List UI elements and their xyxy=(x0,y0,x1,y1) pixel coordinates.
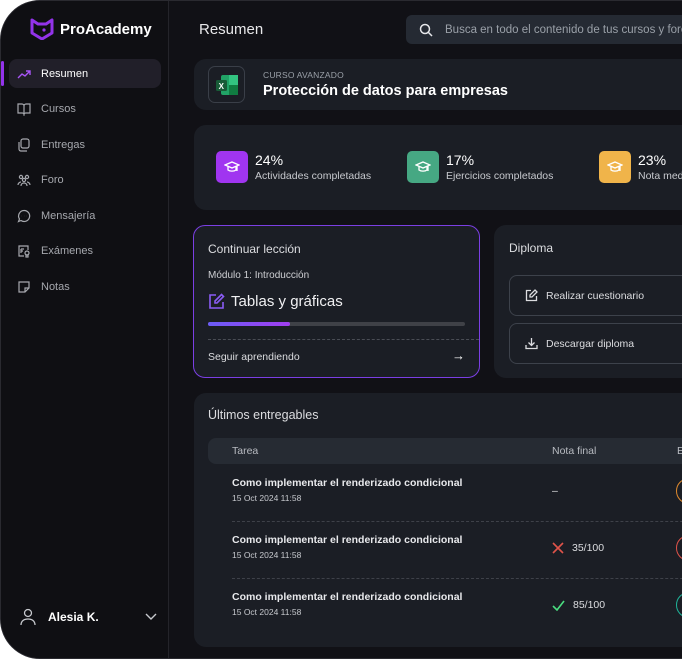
task-date: 15 Oct 2024 11:58 xyxy=(232,493,302,503)
status-badge xyxy=(676,592,682,618)
diploma-heading: Diploma xyxy=(509,241,554,255)
sidebar-item-label: Mensajería xyxy=(41,209,96,222)
sidebar-item-label: Exámenes xyxy=(41,245,93,257)
search-placeholder: Busca en todo el contenido de tus cursos… xyxy=(445,23,682,36)
trending-up-icon xyxy=(17,69,31,78)
logo-icon xyxy=(30,18,54,40)
lesson-heading: Continuar lección xyxy=(208,242,301,256)
course-kicker: CURSO AVANZADO xyxy=(263,70,344,80)
x-icon xyxy=(552,542,564,554)
sidebar-item-notas[interactable]: Notas xyxy=(9,272,161,301)
table-header: Tarea Nota final E xyxy=(208,438,682,464)
copy-icon xyxy=(18,137,30,152)
user-icon xyxy=(20,608,36,626)
lesson-progress-fill xyxy=(208,322,291,326)
task-name: Como implementar el renderizado condicio… xyxy=(232,534,463,546)
download-diploma-button[interactable]: Descargar diploma xyxy=(509,323,682,364)
sticky-note-icon xyxy=(18,280,30,293)
grade: 85/100 xyxy=(573,599,606,611)
check-icon xyxy=(552,600,565,611)
graduation-cap-icon xyxy=(599,151,631,183)
stat-activities: 24% Actividades completadas xyxy=(216,151,371,183)
deliverables-card: Últimos entregables Tarea Nota final E C… xyxy=(194,393,682,647)
stat-average: 23% Nota media xyxy=(599,151,682,183)
search-input[interactable]: Busca en todo el contenido de tus cursos… xyxy=(406,15,682,44)
sidebar-item-label: Foro xyxy=(41,174,64,186)
grade: 35/100 xyxy=(572,542,605,554)
table-row[interactable]: Como implementar el renderizado condicio… xyxy=(208,522,682,579)
sidebar-item-examenes[interactable]: Exámenes xyxy=(9,237,161,266)
task-name: Como implementar el renderizado condicio… xyxy=(232,591,463,603)
button-label: Realizar cuestionario xyxy=(546,289,645,302)
exam-icon xyxy=(18,245,30,258)
download-icon xyxy=(525,338,538,350)
status-badge xyxy=(676,535,682,561)
lesson-title: Tablas y gráficas xyxy=(231,293,343,310)
stat-exercises: 17% Ejercicios completados xyxy=(407,151,553,183)
sidebar-item-entregas[interactable]: Entregas xyxy=(9,130,161,159)
divider xyxy=(208,339,479,340)
status-badge xyxy=(676,478,682,504)
arrow-right-icon[interactable]: → xyxy=(452,348,465,363)
edit-icon xyxy=(525,289,538,302)
diploma-card: Diploma Realizar cuestionario Descargar … xyxy=(494,225,682,378)
sidebar-item-mensajeria[interactable]: Mensajería xyxy=(9,201,161,230)
stat-value: 24% xyxy=(255,152,284,168)
table-row[interactable]: Como implementar el renderizado condicio… xyxy=(208,579,682,636)
column-header-grade: Nota final xyxy=(552,445,597,457)
sidebar-item-resumen[interactable]: Resumen xyxy=(1,59,161,88)
svg-text:X: X xyxy=(218,82,224,91)
take-quiz-button[interactable]: Realizar cuestionario xyxy=(509,275,682,316)
sidebar-nav: Resumen Cursos Entregas Foro Mensajería … xyxy=(1,59,161,308)
message-circle-icon xyxy=(17,209,31,223)
task-name: Como implementar el renderizado condicio… xyxy=(232,477,463,489)
button-label: Descargar diploma xyxy=(546,337,635,350)
users-icon xyxy=(17,174,31,187)
sidebar-item-cursos[interactable]: Cursos xyxy=(9,95,161,124)
grade: – xyxy=(552,485,558,497)
graduation-cap-icon xyxy=(216,151,248,183)
user-menu[interactable]: Alesia K. xyxy=(18,607,158,627)
continue-learning-link[interactable]: Seguir aprendiendo xyxy=(208,351,300,363)
brand-name: ProAcademy xyxy=(60,20,152,38)
column-header-status: E xyxy=(677,445,682,457)
graduation-cap-icon xyxy=(407,151,439,183)
continue-lesson-card: Continuar lección Módulo 1: Introducción… xyxy=(193,225,480,378)
lesson-module: Módulo 1: Introducción xyxy=(208,270,310,281)
task-date: 15 Oct 2024 11:58 xyxy=(232,550,302,560)
stat-value: 23% xyxy=(638,152,667,168)
sidebar: ProAcademy Resumen Cursos Entregas Foro … xyxy=(1,1,169,658)
page-title: Resumen xyxy=(199,21,264,38)
stat-value: 17% xyxy=(446,152,475,168)
edit-icon xyxy=(209,293,225,309)
stat-label: Ejercicios completados xyxy=(446,170,554,182)
divider xyxy=(232,521,682,522)
divider xyxy=(232,578,682,579)
sidebar-item-foro[interactable]: Foro xyxy=(9,166,161,195)
logo[interactable]: ProAcademy xyxy=(30,18,152,40)
excel-icon: X xyxy=(208,66,245,103)
user-name: Alesia K. xyxy=(48,610,99,624)
deliverables-heading: Últimos entregables xyxy=(208,408,319,422)
sidebar-item-label: Resumen xyxy=(41,67,89,80)
task-date: 15 Oct 2024 11:58 xyxy=(232,607,302,617)
chevron-down-icon[interactable] xyxy=(144,612,158,622)
stat-label: Actividades completadas xyxy=(255,170,372,182)
sidebar-item-label: Entregas xyxy=(41,138,86,151)
lesson-progress-bar xyxy=(208,322,465,326)
book-open-icon xyxy=(17,103,31,116)
course-name: Protección de datos para empresas xyxy=(263,83,508,99)
stat-label: Nota media xyxy=(638,170,682,182)
column-header-task: Tarea xyxy=(232,445,259,457)
stats-card: 24% Actividades completadas 17% Ejercicios… xyxy=(194,125,682,210)
table-row[interactable]: Como implementar el renderizado condicio… xyxy=(208,465,682,522)
main-content: Resumen Busca en todo el contenido de tu… xyxy=(170,1,682,658)
course-card[interactable]: X CURSO AVANZADO Protección de datos par… xyxy=(194,59,682,110)
sidebar-item-label: Cursos xyxy=(41,103,76,115)
search-icon xyxy=(419,23,433,37)
sidebar-item-label: Notas xyxy=(41,280,70,293)
